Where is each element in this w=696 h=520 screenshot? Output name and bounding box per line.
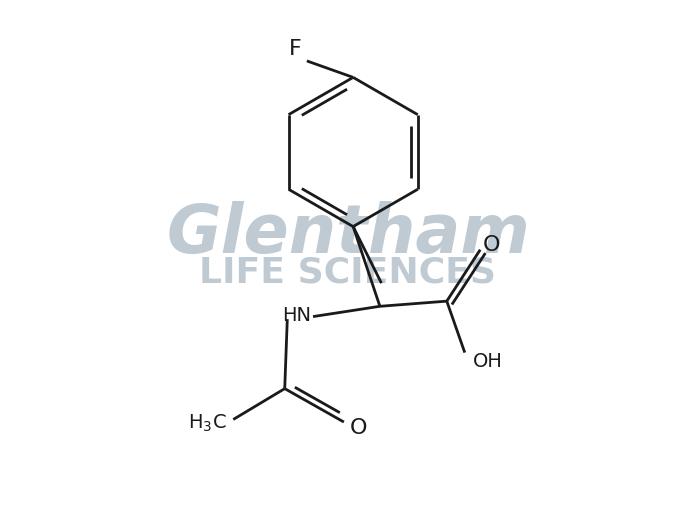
Text: HN: HN	[282, 306, 311, 325]
Text: OH: OH	[473, 353, 503, 371]
Text: O: O	[483, 235, 500, 255]
Text: F: F	[289, 39, 301, 59]
Text: LIFE SCIENCES: LIFE SCIENCES	[200, 256, 496, 290]
Text: H$_3$C: H$_3$C	[188, 413, 227, 434]
Text: Glentham: Glentham	[166, 201, 530, 267]
Text: O: O	[349, 418, 367, 438]
